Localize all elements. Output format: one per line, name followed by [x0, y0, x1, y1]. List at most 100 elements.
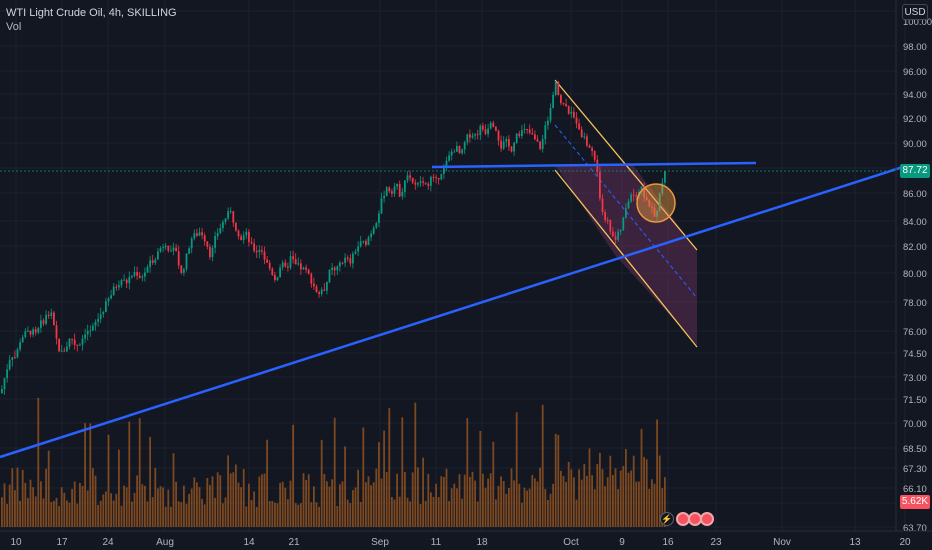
candle-body: [6, 369, 8, 379]
volume-bar: [266, 439, 268, 527]
candle-body: [544, 125, 547, 140]
candle-body: [534, 134, 536, 140]
volume-bar: [409, 501, 411, 527]
volume-legend: Vol: [6, 21, 22, 33]
candle-body: [469, 134, 471, 138]
candle-body: [170, 250, 172, 252]
volume-bar: [458, 474, 461, 527]
candle-body: [89, 330, 92, 332]
bolt-icon[interactable]: ⚡: [660, 512, 674, 526]
price-tick-label: 90.00: [903, 139, 927, 150]
volume-bar: [42, 498, 45, 527]
candle-body: [482, 125, 484, 130]
price-tick-label: 94.00: [903, 90, 927, 101]
volume-bar: [432, 496, 435, 527]
price-axis[interactable]: 98.0096.0094.0092.0090.0088.0086.0084.00…: [895, 0, 932, 534]
volume-bar: [320, 439, 323, 527]
volume-bar: [661, 488, 664, 527]
candle-body: [328, 269, 331, 283]
time-tick-label: 16: [662, 537, 674, 548]
volume-bar: [53, 500, 55, 527]
volume-bar: [222, 503, 224, 527]
volume-bar: [536, 481, 539, 527]
volume-bar: [328, 486, 331, 527]
volume-bar: [14, 490, 16, 527]
candle-body: [443, 165, 445, 174]
ascending-trendline[interactable]: [0, 165, 904, 459]
volume-bar: [263, 473, 266, 527]
candle-body: [521, 130, 523, 136]
volume-bar: [440, 476, 443, 527]
volume-bar: [456, 488, 458, 527]
volume-bar: [435, 483, 437, 527]
candle-body: [461, 149, 463, 154]
trendlines[interactable]: [0, 161, 904, 459]
volume-bar: [211, 476, 214, 527]
volume-bar: [450, 488, 453, 527]
candle-body: [398, 183, 401, 197]
channel-lower-line[interactable]: [554, 169, 698, 348]
candle-body: [68, 338, 71, 347]
volume-bar: [40, 481, 42, 527]
time-axis[interactable]: 10 17 24 Aug 14 21 Sep 11 18 Oct 9 16 23 Nov 13 20: [0, 530, 932, 548]
candle-body: [50, 312, 53, 316]
candle-body: [573, 111, 575, 118]
candle-body: [627, 201, 630, 209]
resistance-line[interactable]: [431, 161, 757, 169]
candle-body: [570, 111, 573, 114]
candle-body: [1, 389, 3, 394]
volume-bar: [336, 506, 339, 527]
volume-bar: [359, 502, 362, 527]
volume-bar: [539, 467, 541, 527]
volume-bar: [586, 475, 588, 527]
volume-bar: [518, 483, 521, 527]
candle-body: [245, 231, 248, 236]
volume-bar: [567, 461, 570, 527]
candle-body: [79, 344, 81, 346]
time-tick-label: 11: [431, 537, 442, 548]
highlight-circle[interactable]: [636, 183, 676, 223]
candle-body: [154, 259, 157, 263]
volume-bar: [375, 468, 378, 527]
candle-body: [105, 301, 107, 313]
earnings-icon[interactable]: [700, 512, 714, 526]
candle-body: [237, 230, 240, 237]
candle-body: [617, 231, 619, 240]
candle-body: [523, 128, 526, 131]
volume-bar: [253, 491, 255, 527]
candle-body: [401, 191, 404, 197]
volume-bar: [292, 424, 294, 527]
candle-body: [536, 139, 539, 142]
volume-bar: [58, 506, 60, 527]
candle-body: [27, 330, 29, 332]
channel-mid-line: [554, 124, 698, 299]
candle-body: [580, 129, 583, 137]
volume-bar: [71, 488, 73, 527]
currency-button[interactable]: USD: [902, 4, 928, 20]
candle-body: [250, 242, 253, 244]
volume-bar: [427, 473, 430, 527]
volume-bar: [372, 482, 375, 527]
candle-body: [554, 81, 557, 95]
volume-bar: [271, 501, 274, 527]
time-tick-label: Sep: [371, 537, 389, 548]
volume-bar: [47, 450, 50, 527]
volume-bar: [32, 487, 34, 527]
candle-body: [138, 275, 141, 278]
candle-body: [190, 238, 193, 249]
candle-body: [196, 233, 198, 236]
price-tick-label: 80.00: [903, 269, 927, 280]
volume-bar: [302, 473, 305, 527]
volume-bar: [484, 487, 487, 527]
volume-bar: [94, 475, 97, 527]
volume-bar: [573, 477, 575, 527]
volume-bar: [391, 497, 393, 527]
volume-bar: [66, 500, 68, 527]
candle-body: [497, 130, 500, 141]
volume-bar: [612, 475, 614, 527]
volume-bar: [554, 433, 557, 527]
candle-body: [307, 269, 310, 274]
candle-body: [365, 240, 367, 246]
candle-body: [261, 250, 263, 252]
